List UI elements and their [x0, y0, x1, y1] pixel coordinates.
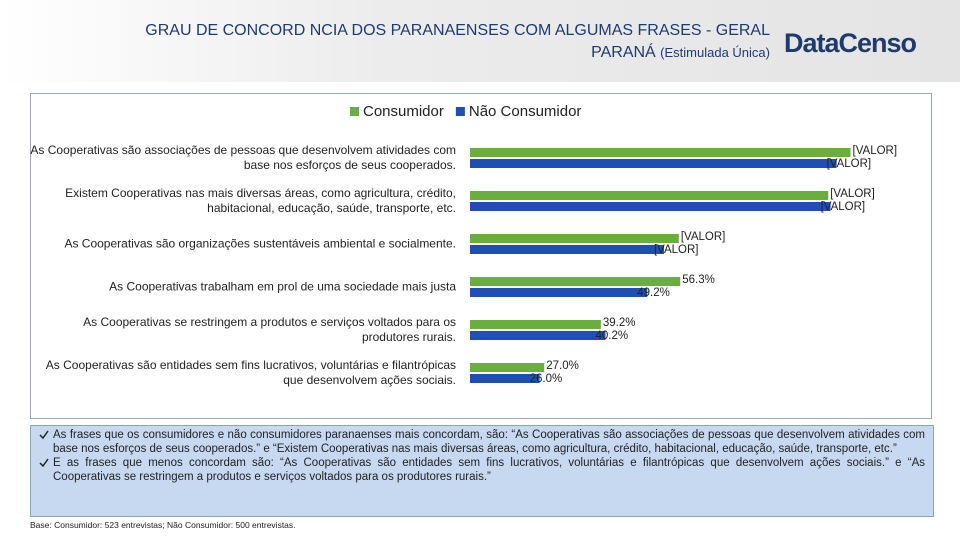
bar: [470, 374, 540, 383]
check: [39, 430, 49, 440]
bar: [470, 191, 829, 200]
value-label: [VALOR]: [827, 158, 872, 170]
note-text: As frases que os consumidores e não cons…: [53, 429, 925, 455]
footnote: Base: Consumidor: 523 entrevistas; Não C…: [30, 520, 296, 530]
title: PARANÁ (Estimulada Única): [591, 44, 770, 62]
bar: [470, 288, 648, 297]
category-label: As Cooperativas são organizações sustent…: [64, 236, 456, 251]
category-label: As Cooperativas trabalham em prol de uma…: [109, 279, 456, 294]
value-label: 39.2%: [603, 317, 636, 329]
check: [39, 458, 49, 468]
category-label: As Cooperativas se restringem a produtos…: [83, 315, 456, 344]
note: E as frases que menos concordam são: “As…: [39, 456, 925, 484]
bar: [470, 159, 837, 168]
header: GRAU DE CONCORD NCIA DOS PARANAENSES COM…: [0, 0, 960, 82]
legend-swatch: [350, 107, 359, 116]
value-label: 40.2%: [596, 330, 629, 342]
legend-swatch: [455, 107, 465, 116]
value-label: 49.2%: [637, 287, 670, 299]
bar: [470, 148, 851, 157]
value-label: 56.3%: [682, 274, 715, 286]
note: As frases que os consumidores e não cons…: [39, 428, 925, 456]
note-text: E as frases que menos concordam são: “As…: [53, 457, 925, 483]
value-label: 27.0%: [546, 360, 579, 372]
title: GRAU DE CONCORD NCIA DOS PARANAENSES COM…: [145, 22, 770, 39]
value-label: [VALOR]: [853, 145, 898, 157]
bar: [470, 320, 601, 329]
bar: [470, 363, 545, 372]
bar: [470, 202, 831, 211]
category-label: As Cooperativas são entidades sem fins l…: [45, 358, 456, 387]
legend-label: Consumidor: [363, 103, 444, 120]
bar: [470, 234, 679, 243]
category-label: As Cooperativas são associações de pesso…: [30, 143, 456, 172]
value-label: 26.0%: [530, 373, 563, 385]
title-note: (Estimulada Única): [660, 45, 770, 60]
bar: [470, 331, 606, 340]
bar: [470, 245, 664, 254]
value-label: [VALOR]: [830, 188, 875, 200]
value-label: [VALOR]: [681, 231, 726, 243]
notes: As frases que os consumidores e não cons…: [30, 425, 934, 517]
bar: [470, 277, 681, 286]
value-label: [VALOR]: [654, 244, 699, 256]
chart-frame: [30, 93, 932, 419]
category-label: Existem Cooperativas nas mais diversas á…: [65, 186, 456, 215]
legend-label: Não Consumidor: [469, 103, 582, 120]
logo: DataCenso: [784, 28, 917, 58]
title: PARANÁ: [591, 44, 656, 61]
value-label: [VALOR]: [821, 201, 866, 213]
